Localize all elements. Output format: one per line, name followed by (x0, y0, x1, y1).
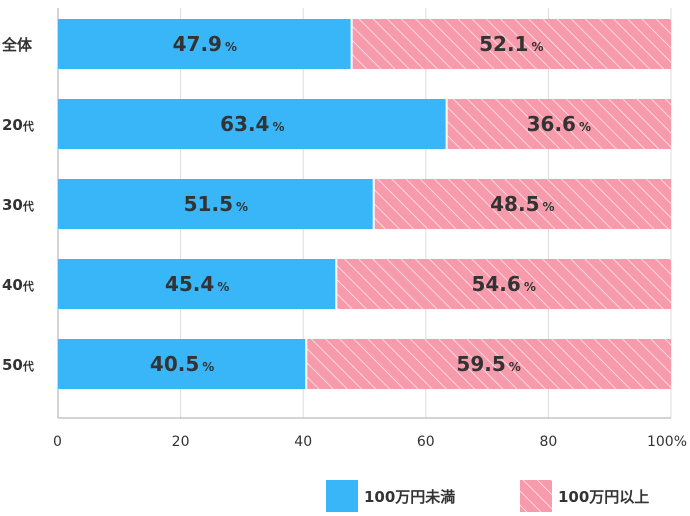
value-label: 40.5% (150, 352, 214, 376)
value-label: 52.1% (479, 32, 543, 56)
bar-under-1m-0 (58, 19, 352, 69)
x-tick-label: 100% (647, 434, 687, 450)
bar-over-1m-4 (306, 339, 671, 389)
bar-under-1m-3 (58, 259, 337, 309)
bar-over-1m-2 (373, 179, 671, 229)
category-label: 50代 (2, 356, 34, 374)
category-label: 20代 (2, 116, 34, 134)
legend-label: 100万円以上 (558, 488, 649, 506)
value-label: 54.6% (471, 272, 535, 296)
x-tick-label: 60 (417, 434, 435, 450)
value-label: 45.4% (165, 272, 229, 296)
bar-over-1m-0 (351, 19, 671, 69)
x-tick-label: 0 (53, 434, 62, 450)
bar-under-1m-4 (58, 339, 307, 389)
x-tick-label: 20 (172, 434, 190, 450)
x-axis: 0 20 40 60 80 100% (53, 417, 687, 450)
value-label: 63.4% (220, 112, 284, 136)
legend: 100万円未満 100万円以上 (326, 480, 649, 512)
value-label: 51.5% (184, 192, 248, 216)
value-label: 59.5% (456, 352, 520, 376)
bar-over-1m-1 (446, 99, 671, 149)
value-label: 48.5% (490, 192, 554, 216)
category-label: 全体 (1, 36, 33, 54)
bar-under-1m-1 (58, 99, 447, 149)
bar-under-1m-2 (58, 179, 374, 229)
x-tick-label: 80 (539, 434, 557, 450)
x-tick-label: 40 (294, 434, 312, 450)
bar-over-1m-3 (336, 259, 671, 309)
bars: 47.9% 52.1 % 63.4% 36.6 % 51.5% 48.5 % 45.4% 54.6%… (58, 19, 671, 389)
category-label: 30代 (2, 196, 34, 214)
category-label: 40代 (2, 276, 34, 294)
category-labels: 全体 20代 30代 40代 50代 (1, 36, 34, 374)
legend-swatch-under-1m (326, 480, 358, 512)
legend-swatch-over-1m (520, 480, 552, 512)
value-label: 36.6% (527, 112, 591, 136)
value-label: 47.9% (173, 32, 237, 56)
legend-label: 100万円未満 (364, 488, 455, 506)
